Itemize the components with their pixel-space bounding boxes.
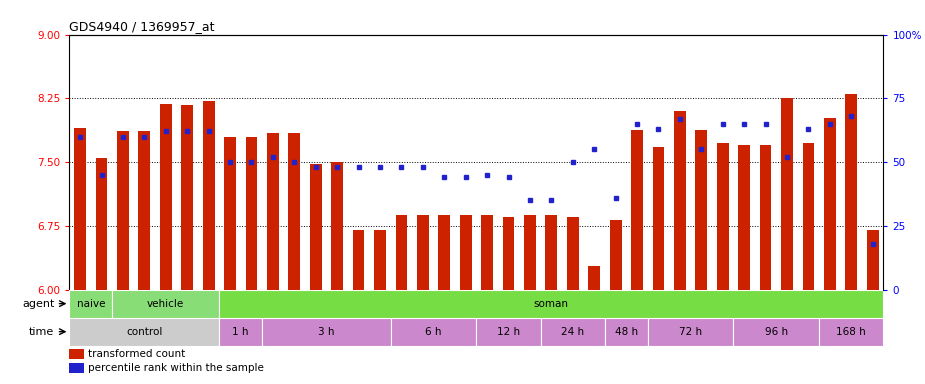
- Bar: [605, 318, 648, 346]
- Bar: [69, 290, 112, 318]
- Text: 3 h: 3 h: [318, 327, 335, 337]
- Bar: [588, 266, 600, 290]
- Bar: [567, 217, 579, 290]
- Bar: [219, 290, 883, 318]
- Bar: [781, 98, 793, 290]
- Bar: [219, 318, 262, 346]
- Bar: [267, 133, 278, 290]
- Bar: [331, 162, 343, 290]
- Bar: [845, 94, 857, 290]
- Bar: [867, 230, 879, 290]
- Text: 96 h: 96 h: [765, 327, 788, 337]
- Bar: [139, 131, 150, 290]
- Bar: [610, 220, 622, 290]
- Text: control: control: [126, 327, 163, 337]
- Bar: [390, 318, 476, 346]
- Bar: [310, 164, 322, 290]
- Bar: [112, 290, 219, 318]
- Text: soman: soman: [534, 299, 569, 309]
- Bar: [734, 318, 820, 346]
- Bar: [502, 217, 514, 290]
- Bar: [438, 215, 450, 290]
- Bar: [95, 158, 107, 290]
- Bar: [262, 318, 390, 346]
- Bar: [820, 318, 883, 346]
- Text: naive: naive: [77, 299, 105, 309]
- Bar: [546, 215, 557, 290]
- Bar: [540, 318, 605, 346]
- Text: agent: agent: [22, 299, 55, 309]
- Text: 48 h: 48 h: [615, 327, 638, 337]
- Bar: [524, 215, 536, 290]
- Bar: [69, 362, 84, 373]
- Bar: [69, 318, 219, 346]
- Text: 6 h: 6 h: [426, 327, 442, 337]
- Bar: [631, 130, 643, 290]
- Bar: [181, 105, 193, 290]
- Bar: [803, 143, 814, 290]
- Bar: [696, 130, 708, 290]
- Bar: [203, 101, 215, 290]
- Bar: [476, 318, 540, 346]
- Text: transformed count: transformed count: [88, 349, 185, 359]
- Bar: [481, 215, 493, 290]
- Bar: [224, 137, 236, 290]
- Bar: [738, 145, 750, 290]
- Text: 72 h: 72 h: [679, 327, 702, 337]
- Bar: [674, 111, 685, 290]
- Text: percentile rank within the sample: percentile rank within the sample: [88, 363, 264, 373]
- Text: 1 h: 1 h: [232, 327, 249, 337]
- Bar: [648, 318, 734, 346]
- Bar: [759, 145, 771, 290]
- Text: time: time: [29, 327, 55, 337]
- Bar: [460, 215, 472, 290]
- Bar: [74, 128, 86, 290]
- Bar: [69, 349, 84, 359]
- Text: 12 h: 12 h: [497, 327, 520, 337]
- Bar: [417, 215, 428, 290]
- Bar: [652, 147, 664, 290]
- Bar: [289, 133, 301, 290]
- Text: vehicle: vehicle: [147, 299, 184, 309]
- Bar: [160, 104, 172, 290]
- Bar: [717, 143, 729, 290]
- Bar: [352, 230, 364, 290]
- Text: 24 h: 24 h: [561, 327, 585, 337]
- Bar: [117, 131, 129, 290]
- Bar: [396, 215, 407, 290]
- Text: 168 h: 168 h: [836, 327, 866, 337]
- Bar: [245, 137, 257, 290]
- Text: GDS4940 / 1369957_at: GDS4940 / 1369957_at: [69, 20, 215, 33]
- Bar: [824, 118, 835, 290]
- Bar: [374, 230, 386, 290]
